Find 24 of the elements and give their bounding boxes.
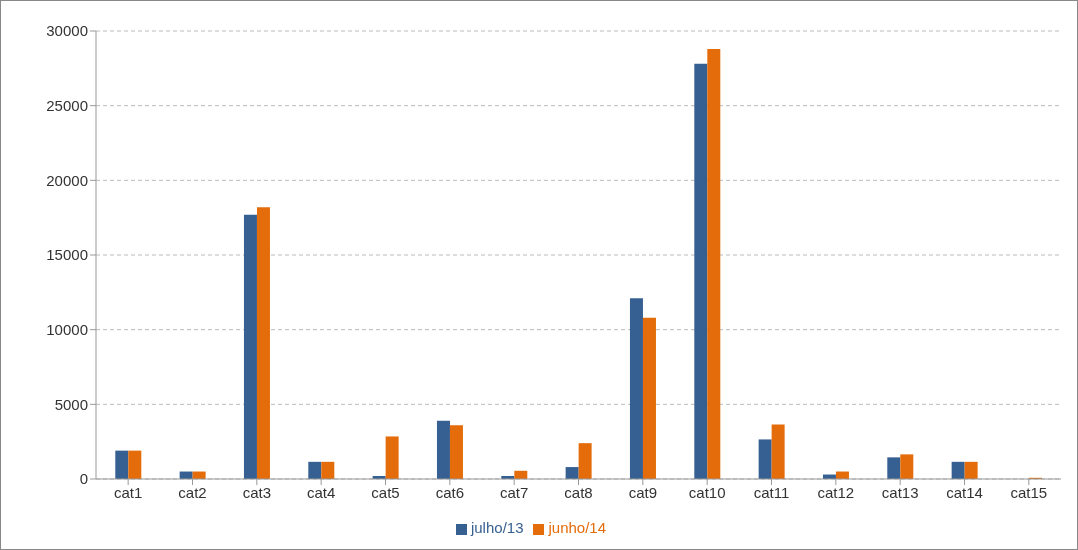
x-tick-label: cat3	[242, 483, 272, 501]
y-tick-label: 30000	[46, 22, 88, 40]
x-tick-label: cat14	[946, 483, 983, 501]
y-tick-label: 10000	[46, 320, 88, 338]
y-tick-label: 25000	[46, 96, 88, 114]
x-tick-label: cat9	[628, 483, 658, 501]
y-tick-label: 15000	[46, 246, 88, 264]
x-tick-label: cat6	[435, 483, 465, 501]
x-tick-label: cat12	[817, 483, 855, 501]
x-tick-label: cat2	[178, 483, 207, 501]
x-tick-label: cat11	[753, 483, 790, 501]
x-tick-label: cat13	[881, 483, 919, 501]
legend-label: julho/13	[470, 519, 524, 536]
legend-label: junho/14	[548, 519, 607, 536]
x-tick-label: cat10	[688, 483, 726, 501]
y-tick-label: 20000	[46, 171, 88, 189]
x-tick-label: cat8	[564, 483, 593, 501]
x-tick-label: cat1	[113, 483, 143, 501]
x-tick-label: cat4	[306, 483, 336, 501]
y-tick-label: 5000	[54, 395, 88, 413]
x-tick-label: cat15	[1010, 483, 1048, 501]
x-tick-label: cat5	[371, 483, 400, 501]
y-tick-label: 0	[79, 470, 88, 488]
x-tick-label: cat7	[499, 483, 529, 501]
